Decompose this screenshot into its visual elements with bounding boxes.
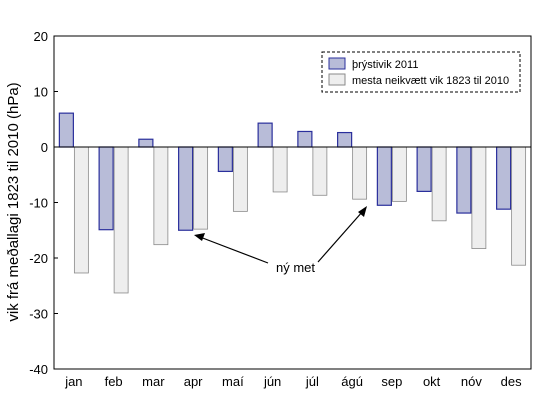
- annotation: ný met: [194, 206, 367, 275]
- x-tick-label: nóv: [461, 374, 482, 389]
- legend-swatch-2011: [328, 57, 346, 70]
- x-tick-label: des: [501, 374, 522, 389]
- legend-label-record: mesta neikvætt vik 1823 til 2010: [352, 75, 509, 87]
- annotation-arrow-apr: [199, 236, 269, 264]
- x-tick-label: jún: [263, 374, 281, 389]
- y-axis: -40 -30 -20 -10 0 10 20: [29, 29, 58, 377]
- annotation-text: ný met: [276, 260, 315, 275]
- bar-2011-mar: [138, 138, 154, 148]
- y-tick-label: -10: [29, 196, 48, 211]
- x-axis: jan feb mar apr maí jún júl ágú sep okt nóv des: [64, 374, 522, 389]
- bar-2011-nóv: [456, 146, 472, 214]
- legend: þrýstivik 2011 mesta neikvætt vik 1823 t…: [321, 51, 521, 93]
- bar-2011-ágú: [337, 131, 353, 148]
- bar-record-des: [511, 146, 527, 266]
- bar-2011-jún: [257, 122, 273, 148]
- bar-2011-des: [496, 146, 512, 210]
- bar-2011-apr: [178, 146, 194, 231]
- bar-record-júl: [312, 146, 328, 196]
- annotation-arrowhead-sep: [358, 206, 367, 217]
- x-tick-label: feb: [105, 374, 123, 389]
- y-tick-label: -30: [29, 307, 48, 322]
- x-tick-label: apr: [184, 374, 203, 389]
- bar-2011-jan: [58, 112, 74, 148]
- annotation-arrowhead-apr: [194, 233, 205, 241]
- bar-record-ágú: [352, 146, 368, 200]
- bar-2011-maí: [217, 146, 233, 173]
- bar-record-maí: [232, 146, 248, 212]
- bar-record-feb: [113, 146, 129, 294]
- bar-record-jan: [73, 146, 89, 274]
- y-tick-label: 0: [41, 140, 48, 155]
- y-axis-label: vik frá meðallagi 1823 til 2010 (hPa): [5, 82, 22, 321]
- x-tick-label: ágú: [341, 374, 363, 389]
- bar-record-apr: [193, 146, 209, 230]
- bar-2011-júl: [297, 130, 313, 148]
- x-tick-label: júl: [305, 374, 319, 389]
- legend-box: [321, 51, 521, 93]
- x-tick-label: mar: [142, 374, 165, 389]
- annotation-arrow-sep: [317, 210, 364, 263]
- y-tick-label: -20: [29, 251, 48, 266]
- legend-swatch-record: [328, 73, 346, 86]
- x-tick-label: jan: [64, 374, 82, 389]
- bar-record-jún: [272, 146, 288, 193]
- y-tick-label: 10: [34, 85, 48, 100]
- bar-layer: [58, 112, 527, 294]
- bar-record-mar: [153, 146, 169, 246]
- bar-record-okt: [431, 146, 447, 222]
- x-tick-label: sep: [381, 374, 402, 389]
- bar-2011-okt: [416, 146, 432, 193]
- bar-record-sep: [391, 146, 407, 202]
- bar-record-nóv: [471, 146, 487, 249]
- bar-2011-sep: [376, 146, 392, 206]
- x-tick-label: maí: [222, 374, 244, 389]
- x-tick-label: okt: [423, 374, 441, 389]
- bar-2011-feb: [98, 146, 114, 231]
- y-tick-label: -40: [29, 362, 48, 377]
- legend-label-2011: þrýstivik 2011: [352, 59, 418, 71]
- y-tick-label: 20: [34, 29, 48, 44]
